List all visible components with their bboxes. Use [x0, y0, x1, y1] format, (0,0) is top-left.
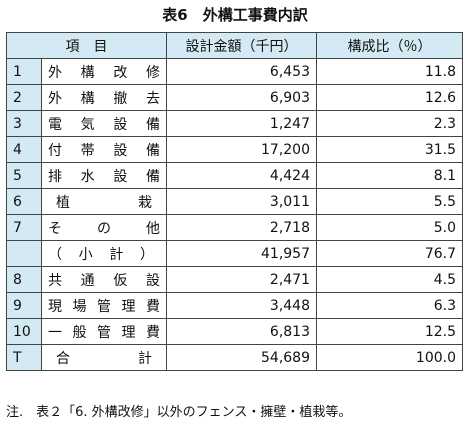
- row-item: 排水設備: [41, 162, 167, 189]
- table-row: T 合計 54,689 100.0: [6, 344, 463, 371]
- row-ratio: 100.0: [316, 344, 463, 371]
- row-amount: 54,689: [166, 344, 317, 371]
- item-text: 排水設備: [48, 168, 160, 185]
- row-number: T: [6, 344, 42, 371]
- row-item: 外構改修: [41, 58, 167, 85]
- row-ratio: 12.6: [316, 84, 463, 111]
- row-number: 5: [6, 162, 42, 189]
- row-number: 3: [6, 110, 42, 137]
- table-row: 2 外構撤去 6,903 12.6: [6, 84, 463, 111]
- row-amount: 3,448: [166, 292, 317, 319]
- item-text: 共通仮設: [48, 272, 160, 289]
- row-amount: 2,471: [166, 266, 317, 293]
- item-text: 外構改修: [48, 64, 160, 81]
- row-amount: 1,247: [166, 110, 317, 137]
- item-text: 一般管理費: [48, 324, 160, 341]
- row-item: 共通仮設: [41, 266, 167, 293]
- row-number: 8: [6, 266, 42, 293]
- row-ratio: 11.8: [316, 58, 463, 85]
- item-text: 外構撤去: [48, 90, 160, 107]
- row-item: 植栽: [41, 188, 167, 215]
- item-text: その他: [48, 220, 160, 237]
- row-item: （小計）: [41, 240, 167, 267]
- item-text: （小計）: [48, 246, 154, 263]
- row-ratio: 76.7: [316, 240, 463, 267]
- item-text: 付帯設備: [48, 142, 160, 159]
- row-ratio: 12.5: [316, 318, 463, 345]
- row-number: 10: [6, 318, 42, 345]
- table-row: （小計） 41,957 76.7: [6, 240, 463, 267]
- row-item: 一般管理費: [41, 318, 167, 345]
- row-amount: 2,718: [166, 214, 317, 241]
- table-row: 5 排水設備 4,424 8.1: [6, 162, 463, 189]
- row-ratio: 6.3: [316, 292, 463, 319]
- row-amount: 6,453: [166, 58, 317, 85]
- table-body: 1 外構改修 6,453 11.8 2 外構撤去 6,903 12.6 3 電気設備 1,247 2.…: [6, 58, 463, 371]
- header-item: 項 目: [6, 32, 167, 59]
- table-row: 6 植栽 3,011 5.5: [6, 188, 463, 215]
- row-amount: 41,957: [166, 240, 317, 267]
- row-amount: 4,424: [166, 162, 317, 189]
- row-ratio: 5.0: [316, 214, 463, 241]
- row-number: 6: [6, 188, 42, 215]
- row-ratio: 8.1: [316, 162, 463, 189]
- row-amount: 6,903: [166, 84, 317, 111]
- header-row: 項 目 設計金額（千円） 構成比（％）: [6, 32, 463, 59]
- table-row: 10 一般管理費 6,813 12.5: [6, 318, 463, 345]
- footnote: 注. 表２「6. 外構改修」以外のフェンス・擁壁・植栽等。: [6, 405, 352, 420]
- row-ratio: 31.5: [316, 136, 463, 163]
- header-amount: 設計金額（千円）: [166, 32, 317, 59]
- row-number: 4: [6, 136, 42, 163]
- table-row: 4 付帯設備 17,200 31.5: [6, 136, 463, 163]
- row-number: 9: [6, 292, 42, 319]
- table-row: 1 外構改修 6,453 11.8: [6, 58, 463, 85]
- row-item: その他: [41, 214, 167, 241]
- table-row: 7 その他 2,718 5.0: [6, 214, 463, 241]
- row-item: 外構撤去: [41, 84, 167, 111]
- header-ratio: 構成比（％）: [316, 32, 463, 59]
- row-amount: 3,011: [166, 188, 317, 215]
- table-row: 9 現場管理費 3,448 6.3: [6, 292, 463, 319]
- row-item: 現場管理費: [41, 292, 167, 319]
- table-row: 3 電気設備 1,247 2.3: [6, 110, 463, 137]
- row-amount: 17,200: [166, 136, 317, 163]
- row-item: 付帯設備: [41, 136, 167, 163]
- item-text: 現場管理費: [48, 298, 160, 315]
- row-item: 合計: [41, 344, 167, 371]
- row-ratio: 4.5: [316, 266, 463, 293]
- row-ratio: 2.3: [316, 110, 463, 137]
- table-row: 8 共通仮設 2,471 4.5: [6, 266, 463, 293]
- row-item: 電気設備: [41, 110, 167, 137]
- row-number: 2: [6, 84, 42, 111]
- cost-table: 項 目 設計金額（千円） 構成比（％） 1 外構改修 6,453 11.8 2 外構撤去 6…: [6, 32, 463, 371]
- item-text: 電気設備: [48, 116, 160, 133]
- row-number: [6, 240, 42, 267]
- row-number: 7: [6, 214, 42, 241]
- row-ratio: 5.5: [316, 188, 463, 215]
- table-title: 表6 外構工事費内訳: [162, 6, 308, 24]
- item-text: 植栽: [56, 194, 152, 211]
- row-amount: 6,813: [166, 318, 317, 345]
- row-number: 1: [6, 58, 42, 85]
- item-text: 合計: [56, 350, 152, 367]
